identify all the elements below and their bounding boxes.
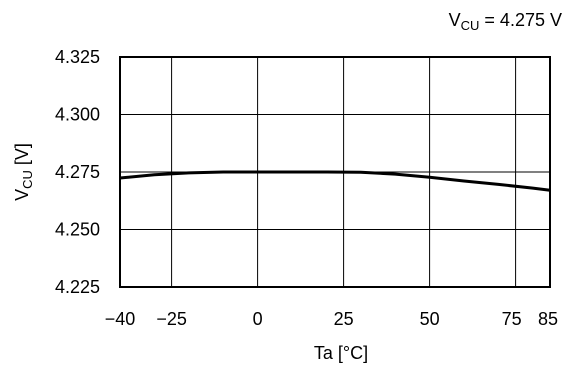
- x-tick-label: −40: [105, 309, 136, 329]
- x-tick-label: 0: [253, 309, 263, 329]
- x-tick-labels: −40 −25 0 25 50 75 85: [105, 309, 558, 329]
- y-tick-labels: 4.225 4.250 4.275 4.300 4.325: [55, 47, 100, 297]
- x-tick-label: 75: [502, 309, 522, 329]
- series-group: [119, 170, 551, 192]
- y-axis-label-symbol: V: [12, 189, 32, 201]
- x-tick-label: 50: [420, 309, 440, 329]
- y-tick-label: 4.250: [55, 220, 100, 240]
- annotation-text: = 4.275 V: [479, 10, 562, 30]
- plot-frame: [119, 56, 551, 288]
- y-axis-label: VCU [V]: [12, 143, 35, 201]
- annotation-label: VCU = 4.275 V: [449, 10, 562, 33]
- y-tick-label: 4.325: [55, 47, 100, 67]
- annotation-symbol: V: [449, 10, 461, 30]
- annotation-subscript: CU: [461, 18, 480, 33]
- y-tick-label: 4.275: [55, 162, 100, 182]
- x-axis-label: Ta [°C]: [314, 343, 368, 363]
- y-tick-label: 4.225: [55, 277, 100, 297]
- y-axis-label-unit: [V]: [12, 143, 32, 170]
- y-tick-label: 4.300: [55, 105, 100, 125]
- y-axis-label-subscript: CU: [20, 170, 35, 189]
- x-tick-label: 85: [538, 309, 558, 329]
- x-tick-label: 25: [334, 309, 354, 329]
- x-tick-label: −25: [156, 309, 187, 329]
- series-line-0: [119, 170, 551, 192]
